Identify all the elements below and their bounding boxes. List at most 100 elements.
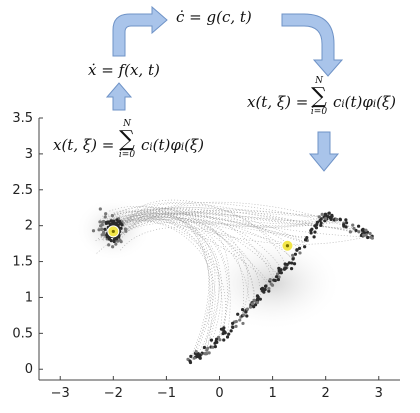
end-particle	[245, 314, 249, 318]
end-particle	[222, 338, 226, 342]
x-tick-label: 1	[268, 386, 276, 401]
end-particle	[309, 229, 313, 233]
trajectory-line	[114, 218, 220, 355]
end-particle	[213, 345, 217, 349]
arrow-right-down-icon	[281, 13, 344, 77]
end-particle	[211, 345, 215, 349]
end-particle	[234, 319, 238, 324]
trajectory-line	[113, 220, 216, 359]
y-tick-label: 1.5	[12, 255, 33, 270]
trajectory-line	[109, 206, 210, 362]
trajectory-line	[116, 214, 305, 243]
expansion-term-right: ci(t)φi(ξ)	[333, 93, 397, 111]
start-particle	[119, 240, 123, 244]
end-particle	[277, 266, 281, 270]
end-particle	[319, 221, 323, 225]
start-particle	[107, 243, 111, 247]
start-mean-marker-center	[111, 229, 115, 234]
start-particle	[99, 224, 103, 228]
end-particle	[334, 217, 339, 222]
end-particle	[344, 218, 348, 222]
trajectory-line	[115, 208, 274, 281]
start-particle	[103, 215, 107, 219]
end-particle	[290, 261, 294, 265]
end-particle	[189, 354, 193, 358]
end-particle	[285, 263, 289, 267]
start-particle	[100, 227, 104, 231]
start-particle	[110, 219, 114, 223]
end-particle	[231, 325, 235, 330]
trajectory-line	[103, 217, 228, 339]
end-particle	[250, 302, 255, 306]
end-particle	[354, 228, 358, 233]
end-particle	[319, 223, 323, 227]
start-particle	[117, 235, 121, 239]
end-particle	[205, 348, 209, 352]
end-particle	[277, 269, 281, 273]
start-particle	[98, 207, 102, 211]
end-particle	[289, 266, 294, 271]
end-particle	[236, 312, 240, 316]
y-tick-label: 0	[25, 362, 33, 377]
trajectory-line	[106, 213, 308, 240]
end-particle	[295, 248, 299, 252]
end-particle	[298, 251, 302, 255]
trajectory-line	[119, 216, 216, 360]
trajectory-line	[120, 212, 254, 305]
y-tick-label: 3.5	[12, 111, 33, 126]
end-particle	[357, 230, 361, 234]
trajectory-line	[110, 207, 332, 220]
trajectory-line	[111, 210, 298, 253]
end-particle	[291, 253, 295, 257]
trajectory-line	[117, 213, 305, 244]
trajectory-line	[128, 199, 292, 259]
trajectory-line	[111, 206, 279, 276]
end-particle	[326, 215, 330, 219]
end-particle	[218, 338, 222, 342]
start-particle	[110, 214, 115, 218]
end-particle	[256, 295, 260, 299]
trajectory-line	[113, 204, 287, 266]
end-particle	[214, 337, 219, 341]
end-particle	[263, 284, 268, 288]
end-particle	[329, 217, 333, 221]
start-particle	[118, 221, 122, 225]
start-particle	[101, 230, 106, 234]
trajectory-line	[113, 210, 226, 336]
end-particle	[344, 225, 348, 229]
end-particle	[324, 217, 328, 221]
mean-markers	[107, 225, 294, 252]
end-particle	[241, 321, 245, 326]
trajectory-line	[118, 216, 256, 302]
end-particle	[348, 230, 353, 234]
end-particle	[225, 335, 230, 339]
start-particle	[114, 242, 118, 246]
end-particle	[231, 321, 235, 325]
start-particle	[111, 245, 115, 249]
end-particle	[202, 345, 207, 350]
end-particle	[207, 351, 211, 355]
end-particle	[366, 235, 370, 240]
trajectory-line	[118, 214, 373, 238]
end-particle	[209, 338, 214, 342]
end-particle	[222, 326, 226, 330]
sum-left: N ∑ i=0	[118, 119, 136, 160]
end-particle	[352, 226, 356, 231]
arrow-down-icon	[308, 131, 340, 172]
end-particle	[291, 257, 295, 261]
end-particle	[229, 329, 233, 333]
y-tick-label: 3	[25, 147, 33, 162]
start-particle	[102, 233, 107, 237]
x-tick-label: −3	[51, 386, 70, 401]
end-particle	[258, 297, 262, 301]
trajectory-line	[99, 210, 244, 317]
end-particle	[287, 261, 291, 265]
trajectory-line	[126, 208, 249, 318]
start-particle	[119, 226, 123, 230]
end-particle	[267, 287, 271, 291]
flow-arrows	[105, 5, 344, 172]
end-particle	[198, 353, 202, 357]
end-particle	[242, 313, 246, 317]
start-particle	[113, 221, 117, 225]
x-tick-label: 0	[215, 386, 223, 401]
